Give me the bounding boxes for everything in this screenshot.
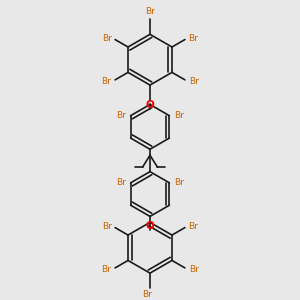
- Text: Br: Br: [145, 8, 155, 16]
- Text: Br: Br: [142, 290, 152, 299]
- Text: Br: Br: [102, 34, 112, 43]
- Text: Br: Br: [101, 77, 111, 86]
- Text: Br: Br: [174, 178, 184, 187]
- Text: Br: Br: [189, 265, 199, 274]
- Text: Br: Br: [188, 222, 198, 231]
- Text: Br: Br: [101, 265, 111, 274]
- Text: Br: Br: [116, 178, 126, 187]
- Text: O: O: [146, 100, 154, 110]
- Text: Br: Br: [174, 111, 184, 120]
- Text: Br: Br: [116, 111, 126, 120]
- Text: Br: Br: [188, 34, 198, 43]
- Text: Br: Br: [102, 222, 112, 231]
- Text: O: O: [146, 221, 154, 231]
- Text: Br: Br: [189, 77, 199, 86]
